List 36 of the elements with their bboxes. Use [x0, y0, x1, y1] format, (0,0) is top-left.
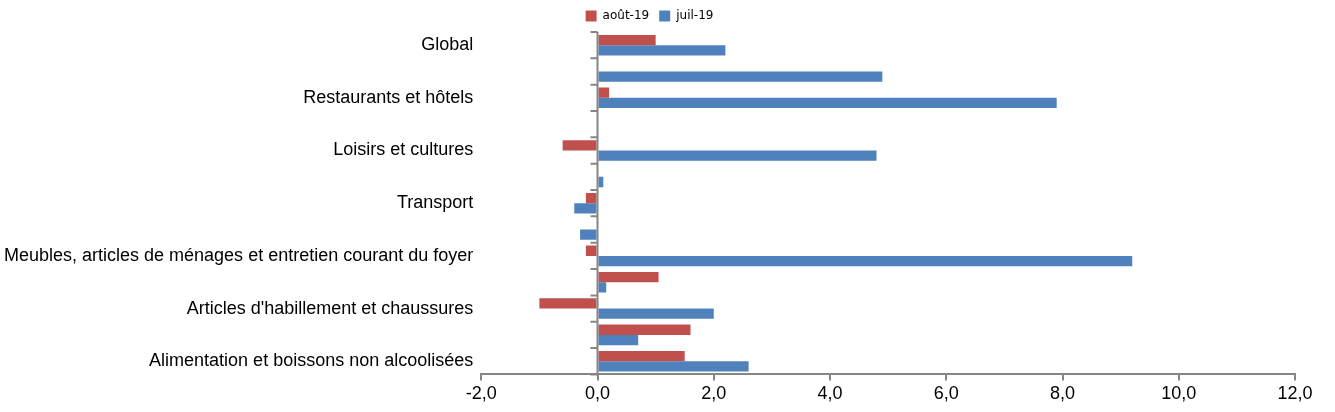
- bar: [598, 87, 610, 98]
- y-tick-label: Transport: [396, 192, 474, 213]
- bar: [598, 71, 883, 82]
- bar: [598, 150, 877, 161]
- bar: [598, 271, 659, 283]
- bar: [562, 140, 597, 151]
- bar: [585, 192, 597, 204]
- bar: [539, 298, 597, 309]
- x-tick-label: 0,0: [585, 383, 611, 404]
- bar: [598, 350, 685, 362]
- x-tick-label: 2,0: [701, 383, 727, 404]
- x-tick-label: 10,0: [1161, 383, 1197, 404]
- bar: [598, 97, 1057, 109]
- bar: [598, 255, 1133, 267]
- legend-label: août-19: [602, 8, 650, 23]
- x-tick-label: -2,0: [465, 383, 497, 404]
- bar: [574, 203, 597, 214]
- y-tick-label: Restaurants et hôtels: [303, 86, 474, 107]
- bar: [598, 34, 656, 46]
- y-tick-label: Loisirs et cultures: [333, 139, 474, 160]
- y-tick-label: Global: [421, 34, 474, 55]
- bar: [598, 324, 691, 335]
- x-tick-label: 8,0: [1049, 383, 1076, 404]
- y-tick-label: Alimentation et boissons non alcoolisées: [149, 350, 474, 371]
- y-tick-label: Articles d'habillement et chaussures: [186, 297, 474, 318]
- bar: [580, 229, 597, 240]
- y-tick-label: Meubles, articles de ménages et entretien courant du foyer: [4, 244, 474, 265]
- bar: [585, 245, 597, 256]
- bar: [598, 361, 749, 372]
- bar: [598, 308, 714, 319]
- x-tick-label: 4,0: [817, 383, 843, 404]
- x-tick-label: 6,0: [933, 383, 959, 404]
- x-tick-label: 12,0: [1277, 383, 1313, 404]
- bar: [598, 45, 726, 56]
- bar: [598, 334, 639, 346]
- legend-label: juil-19: [675, 8, 714, 23]
